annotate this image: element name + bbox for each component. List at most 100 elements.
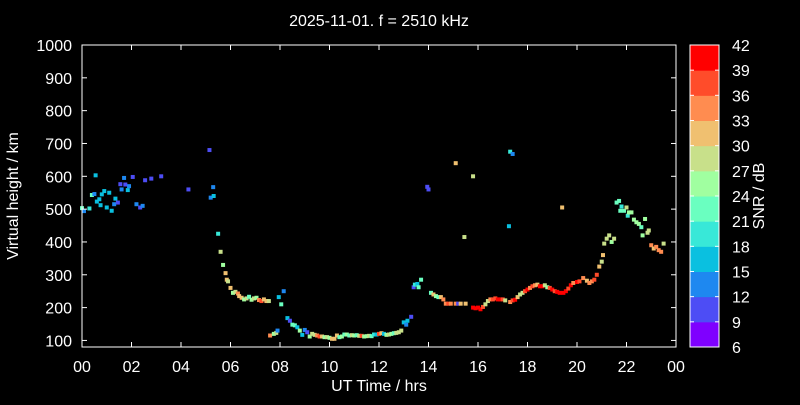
data-point [89, 193, 94, 198]
data-point [310, 331, 315, 336]
data-point [636, 221, 641, 226]
data-point [295, 325, 300, 330]
data-point [419, 277, 424, 282]
data-point [125, 188, 130, 193]
data-point [207, 148, 212, 153]
data-point [354, 333, 359, 338]
data-point [115, 200, 120, 205]
data-point [389, 331, 394, 336]
data-point [109, 208, 114, 213]
data-point [594, 272, 599, 277]
x-tick-label: 02 [123, 359, 141, 376]
x-tick-label: 20 [568, 359, 586, 376]
data-point [530, 284, 535, 289]
data-point [458, 301, 463, 306]
data-point [223, 271, 228, 276]
data-point [239, 295, 244, 300]
data-point [228, 285, 233, 290]
data-point [274, 330, 279, 335]
data-point [520, 290, 525, 295]
colorbar-swatch [690, 120, 719, 147]
data-point [337, 335, 342, 340]
colorbar-swatch [690, 296, 719, 323]
data-point [485, 299, 490, 304]
data-point [480, 304, 485, 309]
data-point [127, 184, 132, 189]
y-tick-label: 100 [45, 333, 72, 350]
data-point [441, 297, 446, 302]
data-point [607, 233, 612, 238]
data-point [510, 151, 515, 156]
plot-frame [81, 44, 677, 348]
data-point [545, 285, 550, 290]
x-tick-label: 00 [667, 359, 685, 376]
chart-title: 2025-11-01. f = 2510 kHz [289, 13, 469, 30]
data-point [329, 336, 334, 341]
data-point [634, 220, 639, 225]
data-point [495, 297, 500, 302]
data-point [208, 195, 213, 200]
colorbar-swatch [690, 321, 719, 348]
data-point [508, 300, 513, 305]
data-point [563, 289, 568, 294]
data-point [315, 333, 320, 338]
data-point [597, 264, 602, 269]
data-point [510, 298, 515, 303]
colorbar-tick-label: 42 [732, 38, 750, 55]
data-point [513, 297, 518, 302]
data-point [626, 210, 631, 215]
colorbar-tick-label: 21 [732, 214, 750, 231]
y-tick-label: 400 [45, 235, 72, 252]
data-point [463, 301, 468, 306]
x-tick-label: 12 [370, 359, 388, 376]
data-point [557, 290, 562, 295]
data-point [411, 285, 416, 290]
data-point [490, 297, 495, 302]
data-point [560, 205, 565, 210]
data-point [93, 173, 98, 178]
data-point [98, 203, 103, 208]
data-point [379, 331, 384, 336]
data-point [235, 291, 240, 296]
data-point [537, 284, 542, 289]
data-point [614, 200, 619, 205]
data-point [602, 241, 607, 246]
data-point [339, 334, 344, 339]
data-point [462, 235, 467, 240]
data-point [425, 184, 430, 189]
data-point [102, 189, 107, 194]
data-point [575, 280, 579, 285]
data-point [233, 289, 238, 294]
y-tick-label: 1000 [36, 38, 72, 55]
colorbar-tick-label: 24 [732, 189, 750, 206]
data-point [256, 298, 261, 303]
x-tick-label: 04 [172, 359, 190, 376]
x-tick-label: 08 [271, 359, 289, 376]
y-tick-label: 700 [45, 136, 72, 153]
data-point [97, 197, 102, 202]
data-point [143, 178, 148, 183]
x-tick-label: 18 [519, 359, 537, 376]
colorbar-swatch [690, 221, 719, 247]
data-point [264, 299, 269, 304]
data-point [342, 332, 347, 337]
data-point [506, 224, 511, 229]
data-point [448, 301, 453, 306]
data-point [415, 281, 420, 286]
data-point [92, 192, 97, 197]
data-point [645, 230, 650, 235]
data-point [118, 182, 123, 187]
data-point [527, 285, 532, 290]
data-point [604, 236, 609, 241]
data-point [312, 332, 317, 337]
data-point [493, 296, 498, 301]
data-point [123, 182, 128, 187]
data-point [618, 208, 623, 213]
data-point [386, 332, 391, 337]
data-point [508, 149, 513, 154]
data-point [305, 330, 310, 335]
data-point [584, 278, 589, 283]
data-point [609, 239, 614, 244]
x-axis-label: UT Time / hrs [331, 378, 427, 395]
